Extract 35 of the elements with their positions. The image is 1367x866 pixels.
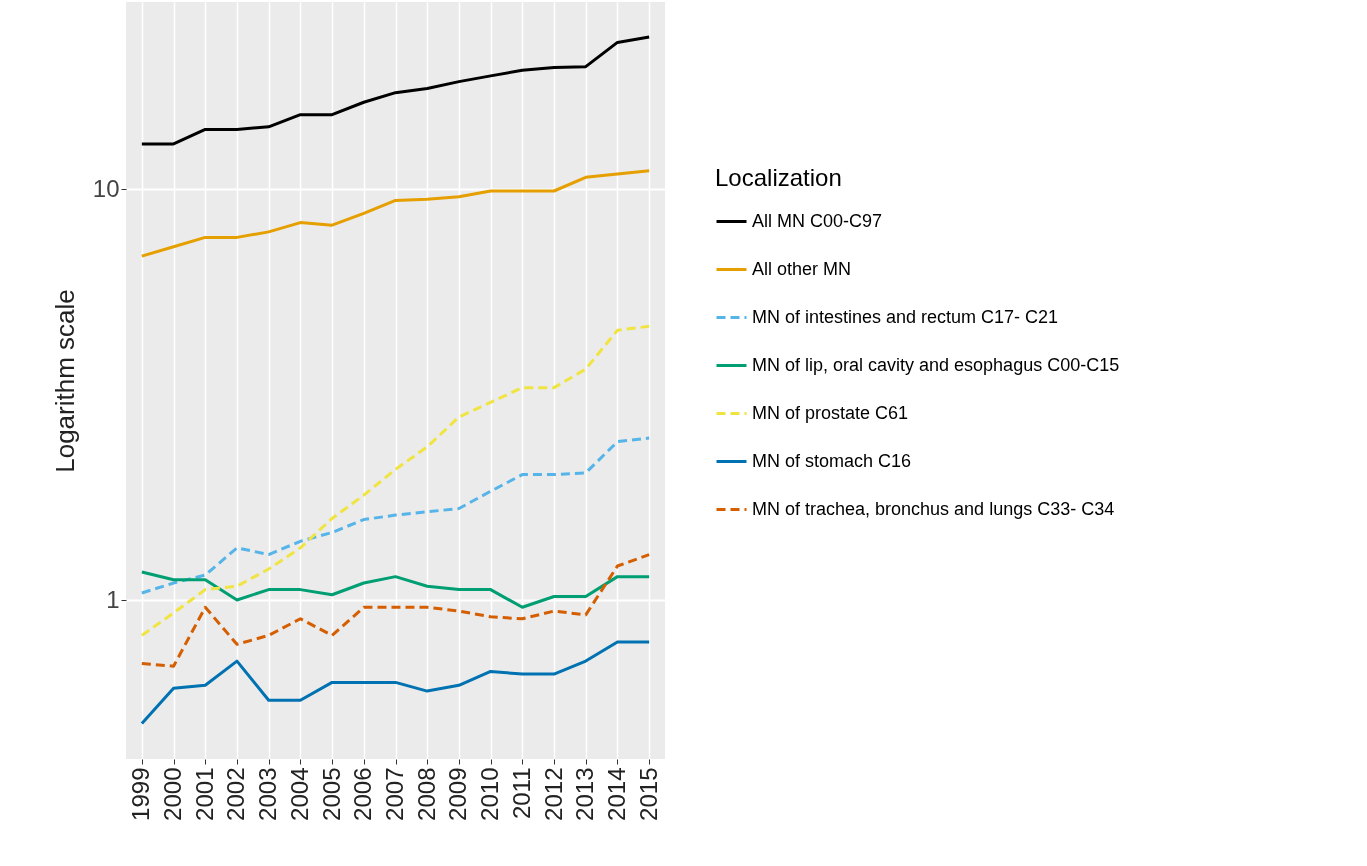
- legend-label: MN of intestines and rectum C17- C21: [752, 306, 1059, 327]
- legend-label: MN of lip, oral cavity and esophagus C00-C15: [752, 354, 1120, 375]
- x-tick-label: 2002: [222, 767, 250, 821]
- legend-title: Localization: [715, 164, 842, 191]
- legend-label: All other MN: [752, 258, 852, 279]
- line-series: [140, 324, 651, 637]
- x-tick-label: 2008: [412, 767, 440, 821]
- line-series: [140, 169, 651, 258]
- x-tick-label: 2003: [254, 767, 282, 821]
- x-tick-label: 2015: [634, 767, 662, 821]
- y-tick-label: 1: [106, 585, 120, 613]
- x-tick-label: 2013: [571, 767, 599, 821]
- line-series: [140, 553, 651, 668]
- line-series: [140, 640, 651, 726]
- y-tick-label: 10: [92, 174, 120, 202]
- line-series: [140, 35, 651, 146]
- x-tick-label: 2009: [444, 767, 472, 821]
- x-tick-label: 2001: [190, 767, 218, 821]
- y-axis-title: Logarithm scale: [49, 289, 80, 473]
- line-series: [140, 570, 651, 609]
- x-tick-label: 2012: [539, 767, 567, 821]
- legend-label: MN of prostate C61: [752, 402, 909, 423]
- line-series: [140, 436, 651, 595]
- x-tick-label: 2000: [159, 767, 187, 821]
- x-tick-label: 2004: [285, 767, 313, 821]
- x-tick-label: 2011: [507, 767, 535, 820]
- x-tick-label: 1999: [127, 767, 155, 821]
- legend-label: MN of stomach C16: [752, 450, 912, 471]
- x-tick-label: 2010: [476, 767, 504, 821]
- x-tick-label: 2006: [349, 767, 377, 821]
- x-tick-label: 2005: [317, 767, 345, 821]
- x-tick-label: 2014: [602, 767, 630, 821]
- legend-label: All MN C00-C97: [752, 210, 883, 231]
- legend-label: MN of trachea, bronchus and lungs C33- C34: [752, 498, 1115, 519]
- x-tick-label: 2007: [381, 767, 408, 821]
